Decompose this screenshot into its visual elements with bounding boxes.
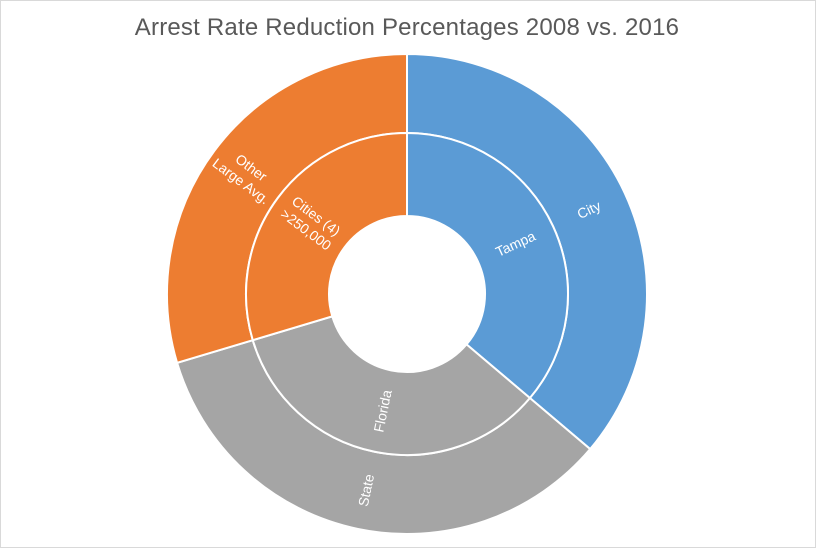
inner-ring-segment-cities-4-250-000 [245, 131, 408, 342]
outer-label-state: State [355, 472, 377, 507]
inner-ring-segment-florida [251, 315, 532, 456]
inner-ring-segment-tampa [406, 131, 569, 400]
chart-title: Arrest Rate Reduction Percentages 2008 v… [134, 14, 680, 41]
